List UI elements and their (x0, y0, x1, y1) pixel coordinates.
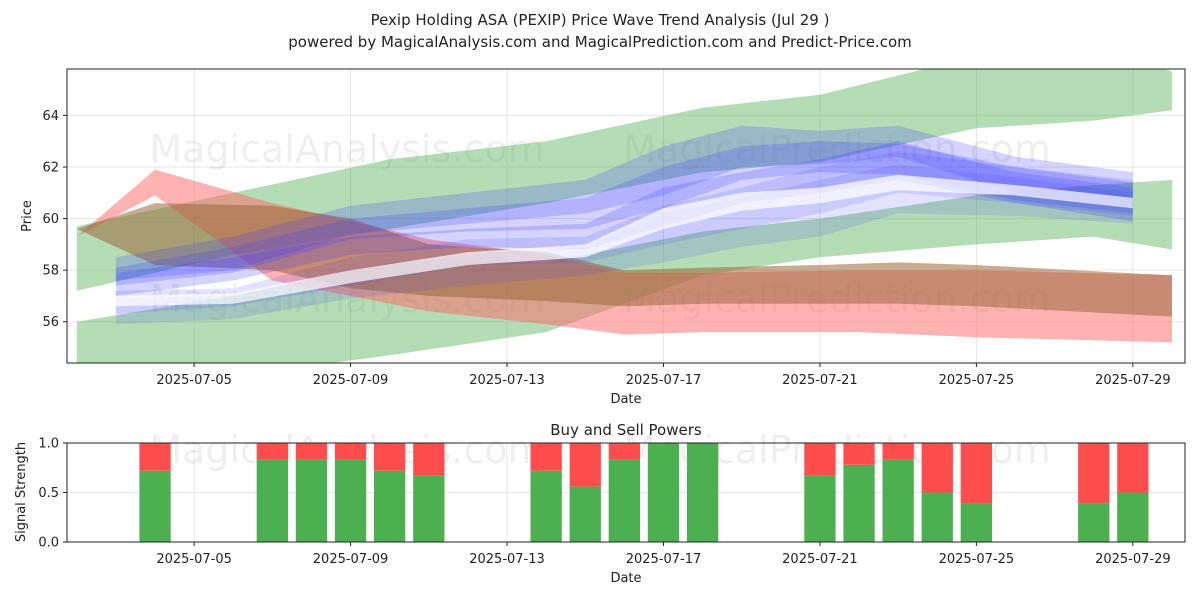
price-y-tick-label: 64 (42, 109, 59, 124)
price-bands (76, 69, 1172, 363)
sell-bar (530, 443, 562, 471)
buy-bar (334, 459, 367, 542)
sell-bar (960, 443, 992, 504)
signal-x-tick-label: 2025-07-09 (313, 552, 389, 567)
price-x-tick-label: 2025-07-05 (156, 373, 232, 388)
price-y-axis-label: Price (20, 200, 35, 232)
price-plot-border (66, 68, 1186, 364)
price-x-ticks: 2025-07-05 2025-07-09 2025-07-13 2025-07-17… (156, 363, 1171, 388)
price-x-tick-label: 2025-07-09 (313, 373, 389, 388)
band-light-blue-band-2 (115, 164, 1133, 325)
buy-bar (804, 475, 836, 542)
watermark-upper-right: MagicalPrediction.com (623, 127, 1051, 171)
signal-y-tick-label: 0.5 (38, 486, 59, 501)
sell-bar (334, 443, 367, 460)
buy-bar (530, 470, 562, 542)
sell-bar (413, 443, 445, 476)
sell-bar (256, 443, 288, 460)
band-blue-band-1 (115, 125, 1133, 281)
signal-panel: Buy and Sell Powers MagicalAnalysis.com … (14, 421, 1186, 586)
price-x-tick-label: 2025-07-21 (782, 373, 858, 388)
signal-x-tick-label: 2025-07-29 (1095, 552, 1171, 567)
buy-bar (921, 492, 953, 542)
price-x-tick-label: 2025-07-29 (1095, 373, 1171, 388)
sell-bar (139, 443, 171, 471)
buy-bar (1117, 492, 1149, 542)
sell-bar (921, 443, 953, 493)
signal-x-tick-label: 2025-07-21 (782, 552, 858, 567)
buy-bar (960, 503, 992, 542)
buy-bar (295, 459, 328, 542)
signal-x-ticks: 2025-07-05 2025-07-09 2025-07-13 2025-07-17… (156, 542, 1171, 567)
signal-x-tick-label: 2025-07-17 (626, 552, 702, 567)
sell-bar (608, 443, 640, 460)
buy-bar (374, 470, 406, 542)
buy-bar (139, 470, 171, 542)
signal-x-axis-label: Date (610, 571, 641, 586)
signal-x-tick-label: 2025-07-05 (156, 552, 232, 567)
band-green-upper (76, 69, 1172, 291)
buy-bar (843, 464, 875, 542)
buy-bar (569, 486, 601, 542)
buy-bar (608, 459, 640, 542)
price-y-ticks: 56 58 60 62 64 (42, 109, 67, 330)
sell-bar (374, 443, 406, 471)
price-x-axis-label: Date (610, 392, 641, 407)
buy-bar (1078, 503, 1110, 542)
band-brown-band (76, 203, 1172, 317)
sell-bar (882, 443, 914, 460)
band-white-streak (115, 174, 1133, 307)
price-y-tick-label: 60 (42, 212, 59, 227)
band-blue-band-2 (115, 141, 1133, 286)
signal-panel-title: Buy and Sell Powers (550, 421, 702, 439)
price-y-tick-label: 62 (42, 161, 59, 176)
signal-x-tick-label: 2025-07-25 (939, 552, 1015, 567)
sell-bar (804, 443, 836, 476)
buy-bar (647, 443, 680, 542)
sell-bar (1078, 443, 1110, 504)
chart-title: Pexip Holding ASA (PEXIP) Price Wave Tre… (371, 11, 830, 29)
price-x-tick-label: 2025-07-13 (469, 373, 545, 388)
buy-bar (687, 443, 719, 542)
price-y-tick-label: 56 (42, 315, 59, 330)
price-y-tick-label: 58 (42, 264, 59, 279)
signal-y-tick-label: 1.0 (38, 437, 59, 452)
sell-bar (295, 443, 328, 460)
sell-bar (1117, 443, 1149, 493)
watermark-upper-left: MagicalAnalysis.com (149, 127, 544, 171)
price-panel: MagicalAnalysis.com MagicalPrediction.co… (20, 68, 1186, 407)
sell-bar (569, 443, 601, 487)
buy-bar (882, 459, 914, 542)
sell-bar (843, 443, 875, 465)
signal-y-axis-label: Signal Strength (14, 442, 29, 542)
chart-subtitle: powered by MagicalAnalysis.com and Magic… (288, 33, 912, 51)
signal-y-ticks: 0.0 0.5 1.0 (38, 437, 67, 551)
signal-bars (139, 443, 1149, 542)
price-x-tick-label: 2025-07-25 (939, 373, 1015, 388)
price-x-tick-label: 2025-07-17 (626, 373, 702, 388)
buy-bar (413, 475, 445, 542)
signal-x-tick-label: 2025-07-13 (469, 552, 545, 567)
signal-y-tick-label: 0.0 (38, 536, 59, 551)
buy-bar (256, 459, 288, 542)
